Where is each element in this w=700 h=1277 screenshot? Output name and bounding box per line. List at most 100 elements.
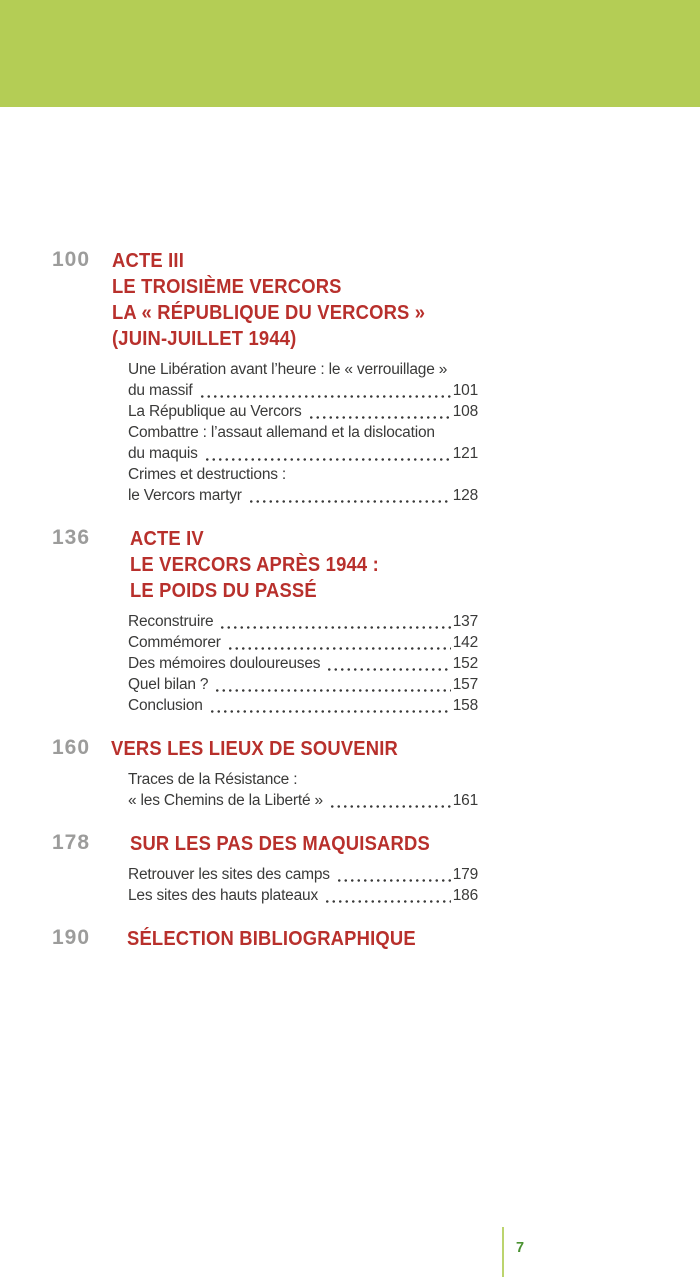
entry-title: Retrouver les sites des camps	[128, 866, 330, 883]
dot-leader	[212, 674, 451, 695]
entry-page-number: 179	[452, 866, 478, 883]
toc-entry: Combattre : l’assaut allemand et la disl…	[128, 422, 478, 464]
entry-title: du massif	[128, 382, 193, 399]
section-heading-line: VERS LES LIEUX DE SOUVENIR	[111, 738, 398, 760]
toc-entry-line: Combattre : l’assaut allemand et la disl…	[128, 422, 478, 443]
dot-leader	[206, 695, 451, 716]
entry-title: Des mémoires douloureuses	[128, 655, 321, 672]
toc-entry-line: Les sites des hauts plateaux 186	[128, 885, 478, 906]
entry-page-number: 142	[452, 634, 478, 651]
toc-entry-line: Quel bilan ? 157	[128, 674, 478, 695]
toc-entry: Les sites des hauts plateaux 186	[128, 885, 478, 906]
entry-page-number: 108	[452, 403, 478, 420]
dot-leader	[305, 401, 451, 422]
dot-leader	[322, 885, 451, 906]
section-entries: Une Libération avant l’heure : le « verr…	[128, 359, 478, 506]
entry-title: La République au Vercors	[128, 403, 302, 420]
toc-entry: Retrouver les sites des camps 179	[128, 864, 478, 885]
toc-entry-line: le Vercors martyr 128	[128, 485, 478, 506]
section-entries: Traces de la Résistance : « les Chemins …	[128, 769, 478, 811]
dot-leader	[245, 485, 451, 506]
section-entries: Retrouver les sites des camps 179 Les si…	[128, 864, 478, 906]
entry-title: Combattre : l’assaut allemand et la disl…	[128, 424, 435, 441]
top-green-band	[0, 0, 700, 107]
folio-page-number: 7	[516, 1240, 525, 1256]
entry-title: Traces de la Résistance :	[128, 771, 298, 788]
footer-accent-line	[502, 1227, 504, 1277]
entry-title: Quel bilan ?	[128, 676, 209, 693]
section-heading-line: ACTE III	[112, 250, 185, 272]
section-heading-line: ACTE IV	[130, 528, 204, 550]
section-heading-line: SUR LES PAS DES MAQUISARDS	[130, 833, 430, 855]
toc-entry-line: Des mémoires douloureuses 152	[128, 653, 478, 674]
dot-leader	[324, 653, 451, 674]
section-start-page: 178	[52, 831, 91, 854]
entry-title: Les sites des hauts plateaux	[128, 887, 318, 904]
toc-entry: Une Libération avant l’heure : le « verr…	[128, 359, 478, 401]
section-heading: ACTE III LE TROISIÈME VERCORS LA « RÉPUBLI…	[112, 248, 653, 352]
section-body: SÉLECTION BIBLIOGRAPHIQUE	[127, 926, 700, 952]
toc-entry: Quel bilan ? 157	[128, 674, 478, 695]
toc-entry: Crimes et destructions : le Vercors mart…	[128, 464, 478, 506]
toc-section: 100 ACTE III LE TROISIÈME VERCORS LA « RÉP…	[0, 248, 700, 506]
section-start-page: 160	[52, 736, 91, 759]
toc-entry: Conclusion 158	[128, 695, 478, 716]
section-heading: SÉLECTION BIBLIOGRAPHIQUE	[127, 926, 654, 952]
section-body: VERS LES LIEUX DE SOUVENIR Traces de la …	[111, 736, 700, 811]
entry-title: le Vercors martyr	[128, 487, 242, 504]
entry-title: Crimes et destructions :	[128, 466, 287, 483]
toc-section: 136 ACTE IV LE VERCORS APRÈS 1944 : LE POI…	[0, 526, 700, 716]
entry-page-number: 161	[452, 792, 478, 809]
dot-leader	[217, 611, 451, 632]
section-heading-line: LA « RÉPUBLIQUE DU VERCORS »	[112, 302, 426, 324]
entry-page-number: 121	[452, 445, 478, 462]
toc-entry-line: du massif 101	[128, 380, 478, 401]
section-heading-line: LE VERCORS APRÈS 1944 :	[130, 554, 379, 576]
section-start-page: 100	[52, 248, 91, 271]
section-heading: SUR LES PAS DES MAQUISARDS	[130, 831, 654, 857]
toc-entry-line: Retrouver les sites des camps 179	[128, 864, 478, 885]
section-body: ACTE IV LE VERCORS APRÈS 1944 : LE POIDS D…	[128, 526, 700, 716]
section-heading-line: LE TROISIÈME VERCORS	[112, 276, 342, 298]
section-heading-line: SÉLECTION BIBLIOGRAPHIQUE	[127, 928, 416, 950]
entry-title: Commémorer	[128, 634, 221, 651]
toc-entry-line: du maquis 121	[128, 443, 478, 464]
toc-entry-line: Reconstruire 137	[128, 611, 478, 632]
entry-page-number: 137	[452, 613, 478, 630]
entry-page-number: 152	[452, 655, 478, 672]
toc-entry-line: Une Libération avant l’heure : le « verr…	[128, 359, 478, 380]
section-body: ACTE III LE TROISIÈME VERCORS LA « RÉPUBLI…	[112, 248, 700, 506]
entry-page-number: 101	[452, 382, 478, 399]
toc-entry: Commémorer 142	[128, 632, 478, 653]
section-heading: ACTE IV LE VERCORS APRÈS 1944 : LE POIDS D…	[130, 526, 654, 604]
toc-entry-line: « les Chemins de la Liberté » 161	[128, 790, 478, 811]
entry-page-number: 128	[452, 487, 478, 504]
dot-leader	[333, 864, 451, 885]
entry-title: Une Libération avant l’heure : le « verr…	[128, 361, 448, 378]
dot-leader	[326, 790, 451, 811]
entry-title: du maquis	[128, 445, 198, 462]
entry-page-number: 157	[452, 676, 478, 693]
entry-title: « les Chemins de la Liberté »	[128, 792, 323, 809]
section-body: SUR LES PAS DES MAQUISARDS Retrouver les…	[128, 831, 700, 906]
table-of-contents: 100 ACTE III LE TROISIÈME VERCORS LA « RÉP…	[0, 107, 700, 972]
toc-entry-line: Commémorer 142	[128, 632, 478, 653]
toc-entry-line: La République au Vercors 108	[128, 401, 478, 422]
dot-leader	[224, 632, 451, 653]
section-start-page: 190	[52, 926, 91, 949]
entry-page-number: 186	[452, 887, 478, 904]
section-heading: VERS LES LIEUX DE SOUVENIR	[111, 736, 653, 762]
entry-title: Conclusion	[128, 697, 203, 714]
section-heading-line: LE POIDS DU PASSÉ	[130, 580, 317, 602]
entry-page-number: 158	[452, 697, 478, 714]
toc-entry-line: Traces de la Résistance :	[128, 769, 478, 790]
toc-section: 190 SÉLECTION BIBLIOGRAPHIQUE	[0, 926, 700, 952]
section-start-page: 136	[52, 526, 91, 549]
toc-entry-line: Conclusion 158	[128, 695, 478, 716]
toc-section: 160 VERS LES LIEUX DE SOUVENIR Traces de…	[0, 736, 700, 811]
dot-leader	[201, 443, 451, 464]
toc-entry: La République au Vercors 108	[128, 401, 478, 422]
toc-entry: Reconstruire 137	[128, 611, 478, 632]
toc-entry-line: Crimes et destructions :	[128, 464, 478, 485]
